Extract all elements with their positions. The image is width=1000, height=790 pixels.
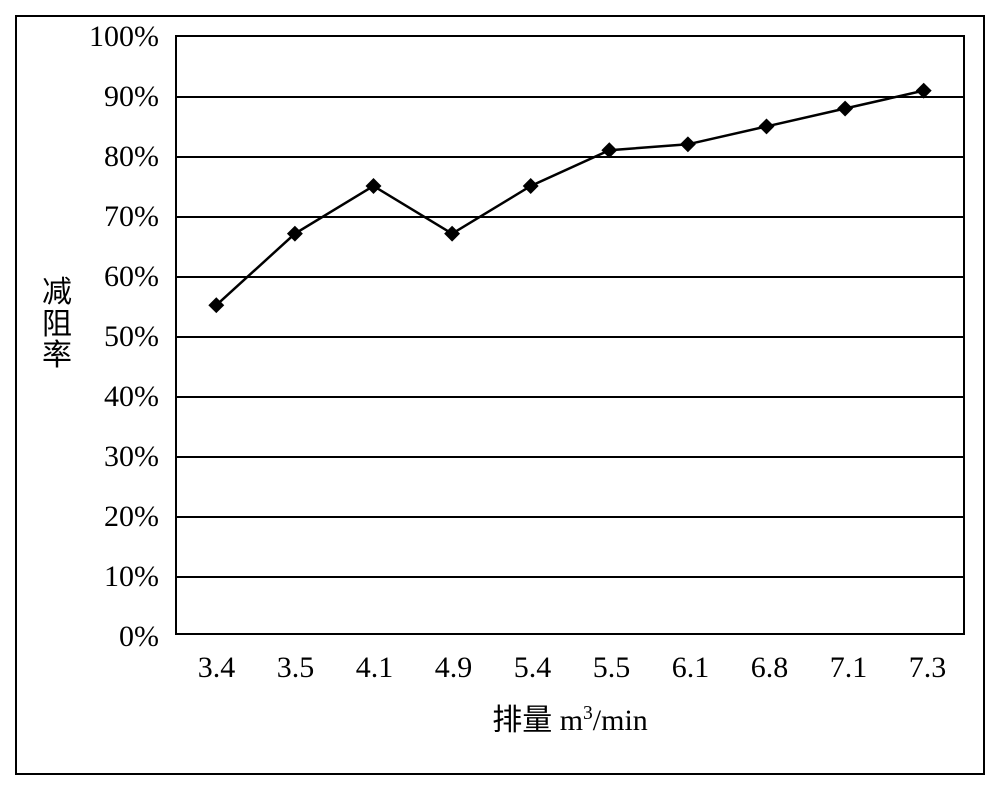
series-line	[216, 91, 923, 306]
gridline	[177, 96, 963, 98]
series-marker	[366, 178, 382, 194]
x-tick-label: 3.4	[198, 651, 236, 685]
y-tick-label: 60%	[104, 260, 159, 294]
x-axis-label-prefix: 排量 m	[492, 704, 583, 737]
gridline	[177, 156, 963, 158]
y-axis-label: 减阻率	[42, 277, 72, 372]
plot-area: 减阻率 排量 m3/min 0%10%20%30%40%50%60%70%80%…	[175, 35, 965, 635]
gridline	[177, 456, 963, 458]
y-tick-label: 20%	[104, 500, 159, 534]
series-marker	[523, 178, 539, 194]
series-marker	[444, 226, 460, 242]
x-axis-label-suffix: /min	[593, 704, 648, 737]
series-marker	[837, 101, 853, 117]
series-marker	[680, 136, 696, 152]
x-tick-label: 3.5	[277, 651, 315, 685]
gridline	[177, 276, 963, 278]
x-tick-label: 4.9	[435, 651, 473, 685]
x-tick-label: 6.1	[672, 651, 710, 685]
gridline	[177, 216, 963, 218]
y-tick-label: 80%	[104, 140, 159, 174]
series-marker	[759, 118, 775, 134]
y-tick-label: 90%	[104, 80, 159, 114]
chart-container: 减阻率 排量 m3/min 0% 10% 20% 30% 40% 50% 60% 70% 80%…	[0, 0, 1000, 790]
y-tick-label: 30%	[104, 440, 159, 474]
series-svg	[177, 37, 963, 633]
x-tick-label: 6.8	[751, 651, 789, 685]
y-tick-label: 10%	[104, 560, 159, 594]
x-axis-label-sup: 3	[583, 703, 593, 724]
x-tick-label: 5.5	[593, 651, 631, 685]
y-tick-label: 100%	[89, 20, 159, 54]
x-tick-label: 7.1	[830, 651, 868, 685]
x-axis-label: 排量 m3/min	[492, 695, 648, 739]
y-tick-label: 50%	[104, 320, 159, 354]
y-tick-label: 70%	[104, 200, 159, 234]
x-tick-label: 4.1	[356, 651, 394, 685]
gridline	[177, 336, 963, 338]
gridline	[177, 396, 963, 398]
x-tick-label: 7.3	[909, 651, 947, 685]
y-tick-label: 0%	[119, 620, 159, 654]
gridline	[177, 576, 963, 578]
gridline	[177, 516, 963, 518]
x-tick-label: 5.4	[514, 651, 552, 685]
y-tick-label: 40%	[104, 380, 159, 414]
